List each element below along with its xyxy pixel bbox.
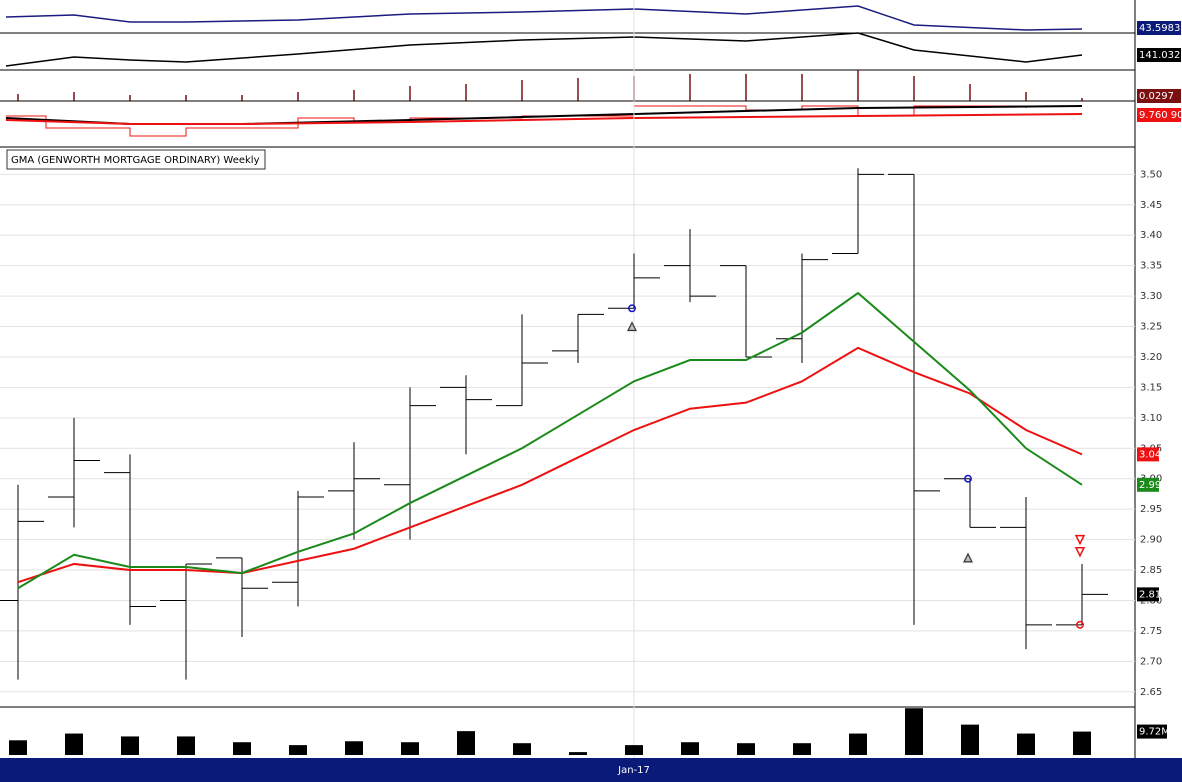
signal-marker (1074, 547, 1086, 558)
indicator-line (5, 5, 1083, 31)
y-tick-label: 3.50 (1140, 169, 1162, 180)
volume-label-box (1137, 724, 1167, 739)
volume-bar (793, 743, 811, 755)
volume-bar (681, 742, 699, 755)
y-tick-label: 3.20 (1140, 352, 1162, 363)
title-box (6, 149, 266, 170)
y-tick-label: 3.10 (1140, 413, 1162, 424)
volume-label: 9.72M (1139, 727, 1170, 738)
volume-bar (1073, 731, 1091, 755)
volume-bar (233, 742, 251, 755)
y-tick-label: 2.85 (1140, 565, 1162, 576)
volume-bar (401, 742, 419, 755)
volume-bar (345, 741, 363, 755)
volume-bar (905, 708, 923, 755)
ma-last-label: 3.04 (1139, 449, 1161, 460)
y-tick-label: 3.30 (1140, 291, 1162, 302)
indicator-label: 0.0297 (1139, 91, 1174, 102)
signal-marker (1076, 620, 1084, 629)
indicator-line (5, 113, 1083, 125)
volume-bar (737, 743, 755, 755)
y-tick-label: 2.90 (1140, 535, 1162, 546)
signal-marker (1074, 534, 1086, 546)
ma-last-label-box (1137, 447, 1159, 462)
indicator-label-box (1137, 108, 1181, 122)
volume-bar (121, 736, 139, 755)
volume-bar (177, 736, 195, 755)
indicator-line (5, 32, 1083, 67)
x-tick-label: Jan-17 (617, 765, 650, 776)
volume-bar (1017, 733, 1035, 755)
y-tick-label: 3.15 (1140, 382, 1162, 393)
y-tick-label: 3.45 (1140, 200, 1162, 211)
signal-marker (628, 304, 636, 313)
last-close-label-box (1137, 587, 1159, 602)
volume-bar (513, 743, 531, 755)
last-close-label: 2.81 (1139, 589, 1161, 600)
ma-last-label-box (1137, 477, 1159, 492)
indicator-label-box (1137, 21, 1181, 35)
y-tick-label: 3.25 (1140, 322, 1162, 333)
indicator-label: 9.760 9090 (1139, 110, 1182, 121)
volume-bar (625, 745, 643, 755)
y-tick-label: 2.95 (1140, 504, 1162, 515)
y-tick-label: 2.70 (1140, 656, 1162, 667)
indicator-label: 43.5983 (1139, 23, 1180, 34)
time-axis-bar (0, 758, 1182, 782)
y-tick-label: 2.65 (1140, 687, 1162, 698)
ma-last-label: 2.99 (1139, 480, 1161, 491)
volume-bar (569, 752, 587, 755)
y-tick-label: 3.40 (1140, 230, 1162, 241)
indicator-label-box (1137, 89, 1181, 103)
signal-marker (627, 321, 637, 332)
y-tick-label: 2.75 (1140, 626, 1162, 637)
signal-marker (964, 474, 972, 483)
chart-title: GMA (GENWORTH MORTGAGE ORDINARY) Weekly (11, 155, 260, 166)
volume-bar (9, 740, 27, 755)
volume-bar (849, 733, 867, 755)
volume-bar (961, 724, 979, 755)
volume-bar (457, 731, 475, 755)
y-tick-label: 3.35 (1140, 261, 1162, 272)
moving-average-line (17, 346, 1083, 584)
moving-average-line (17, 291, 1083, 590)
volume-bar (65, 733, 83, 755)
indicator-label-box (1137, 48, 1181, 62)
volume-bar (289, 745, 307, 755)
indicator-label: 141.0321M (1139, 50, 1182, 61)
signal-marker (963, 552, 973, 563)
